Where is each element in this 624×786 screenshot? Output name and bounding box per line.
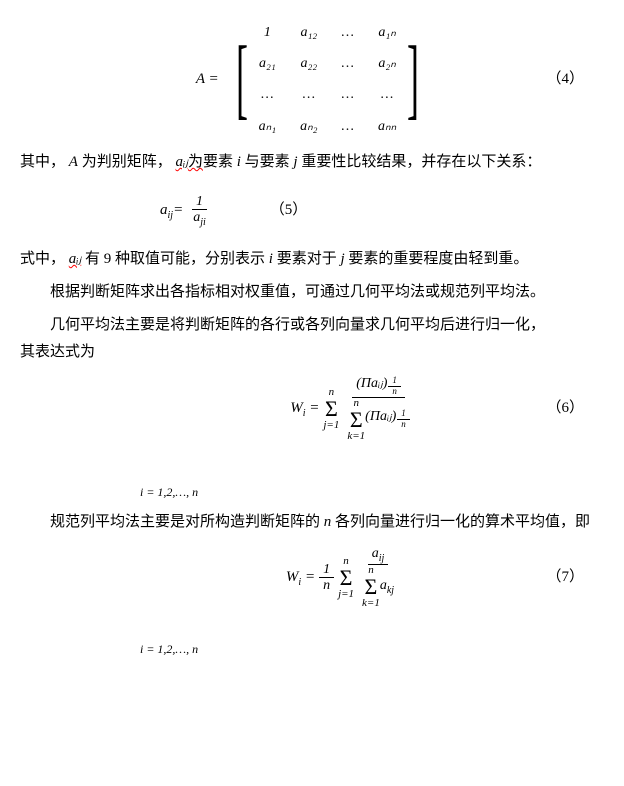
m-cell: aₙ₁ [259, 114, 276, 139]
text-wavy: 为 [188, 154, 203, 170]
eq6-den: n Σ k=1 (Πaᵢⱼ) 1 n [343, 398, 413, 442]
para-4: 几何平均法主要是将判断矩阵的各行或各列向量求几何平均后进行归一化，其表达式为 [20, 312, 604, 366]
eq6-frac: (Πaᵢⱼ) 1 n n Σ k=1 (Πaᵢⱼ) 1 n [343, 376, 413, 442]
equation-4: A = [ 1 a₁₂ … a₁ₙ a₂₁ a₂₂ … a₂ₙ … … … … … [20, 16, 604, 143]
eq6-exp: 1 n [388, 376, 401, 397]
eq6-outer-sum: n Σ j=1 [323, 387, 339, 431]
m-cell: a₂₁ [259, 51, 276, 76]
sigma-icon: Σ [350, 409, 363, 431]
eq6-num: (Πaᵢⱼ) 1 n [352, 376, 405, 398]
eq7-label: （7） [546, 564, 584, 591]
matrix-body: 1 a₁₂ … a₁ₙ a₂₁ a₂₂ … a₂ₙ … … … … aₙ₁ aₙ… [257, 16, 399, 143]
var-aij: aᵢⱼ [175, 154, 188, 170]
sum-bot: k=1 [347, 431, 365, 442]
eq5-lhs: aij= [160, 197, 183, 225]
sum-bot: k=1 [362, 598, 380, 609]
eq6-lhs: Wi = [290, 395, 319, 423]
equation-5: aij= 1 aji （5） [20, 194, 604, 228]
m-cell: a₂ₙ [378, 51, 396, 76]
sigma-icon: Σ [365, 576, 378, 598]
sum-bot: j=1 [323, 420, 339, 431]
para-1: 其中， A 为判别矩阵， aᵢⱼ为要素 i 与要素 j 重要性比较结果，并存在以… [20, 149, 604, 176]
eq6-den-sum: n Σ k=1 [347, 398, 365, 442]
var-aij: aᵢⱼ [69, 251, 82, 267]
sigma-icon: Σ [325, 398, 338, 420]
text: 其中， [20, 154, 65, 170]
eq7-den-sum: n Σ k=1 [362, 565, 380, 609]
matrix-A: [ 1 a₁₂ … a₁ₙ a₂₁ a₂₂ … a₂ₙ … … … … aₙ₁ … [227, 16, 428, 143]
text: 式中， [20, 251, 65, 267]
bracket-left: [ [236, 34, 248, 124]
text: i [237, 154, 245, 170]
expr: (Πaᵢⱼ) [365, 409, 396, 424]
eq5-label: （5） [270, 197, 308, 224]
m-cell: a₂₂ [300, 51, 317, 76]
sum-bot: j=1 [338, 589, 354, 600]
eq7-lhs: Wi = [286, 564, 315, 592]
sigma-icon: Σ [340, 567, 353, 589]
eq4-label: （4） [546, 66, 584, 93]
range-2: i = 1,2,…, n [20, 639, 604, 661]
para-5: 规范列平均法主要是对所构造判断矩阵的 n 各列向量进行归一化的算术平均值，即 [20, 509, 604, 536]
eq6-label: （6） [546, 395, 584, 422]
frac-den: aji [189, 210, 210, 228]
m-cell: … [259, 82, 276, 107]
range-1: i = 1,2,…, n [20, 482, 604, 504]
m-cell: … [342, 114, 354, 139]
bracket-right: ] [407, 34, 419, 124]
eq4-lhs: A = [196, 66, 219, 93]
m-cell: … [342, 51, 354, 76]
m-cell: a₁₂ [300, 20, 317, 45]
eq7-frac: aij n Σ k=1 akj [358, 546, 398, 609]
text: 要素 [203, 154, 233, 170]
eq5-frac: 1 aji [189, 194, 210, 228]
eq6-exp2: 1 n [397, 409, 410, 430]
text: 为判别矩阵， [82, 154, 172, 170]
m-cell: … [342, 20, 354, 45]
expr: akj [380, 578, 394, 596]
equation-6: Wi = n Σ j=1 (Πaᵢⱼ) 1 n n Σ k=1 ( [20, 376, 604, 442]
m-cell: a₁ₙ [378, 20, 396, 45]
text: 有 9 种取值可能，分别表示 i 要素对于 j 要素的重要程度由轻到重。 [85, 251, 528, 267]
eq7-1n: 1 n [319, 562, 334, 594]
var-A: A [69, 154, 78, 170]
m-cell: aₙₙ [378, 114, 396, 139]
exp-den: n [388, 387, 401, 397]
exp-den: n [397, 420, 410, 430]
eq7-den: n Σ k=1 akj [358, 565, 398, 609]
m-cell: … [300, 82, 317, 107]
num: 1 [319, 562, 334, 578]
frac-num: 1 [192, 194, 207, 210]
eq7-sum: n Σ j=1 [338, 556, 354, 600]
text: j [290, 154, 302, 170]
m-cell: 1 [259, 20, 276, 45]
den: n [319, 578, 334, 593]
expr: (Πaᵢⱼ) [356, 376, 387, 391]
eq7-num: aij [368, 546, 389, 565]
equation-7: Wi = 1 n n Σ j=1 aij n Σ k=1 akj （7） [20, 546, 604, 609]
para-2: 式中， aᵢⱼ 有 9 种取值可能，分别表示 i 要素对于 j 要素的重要程度由… [20, 246, 604, 273]
m-cell: aₙ₂ [300, 114, 317, 139]
m-cell: … [342, 82, 354, 107]
para-3: 根据判断矩阵求出各指标相对权重值，可通过几何平均法或规范列平均法。 [20, 279, 604, 306]
m-cell: … [378, 82, 396, 107]
